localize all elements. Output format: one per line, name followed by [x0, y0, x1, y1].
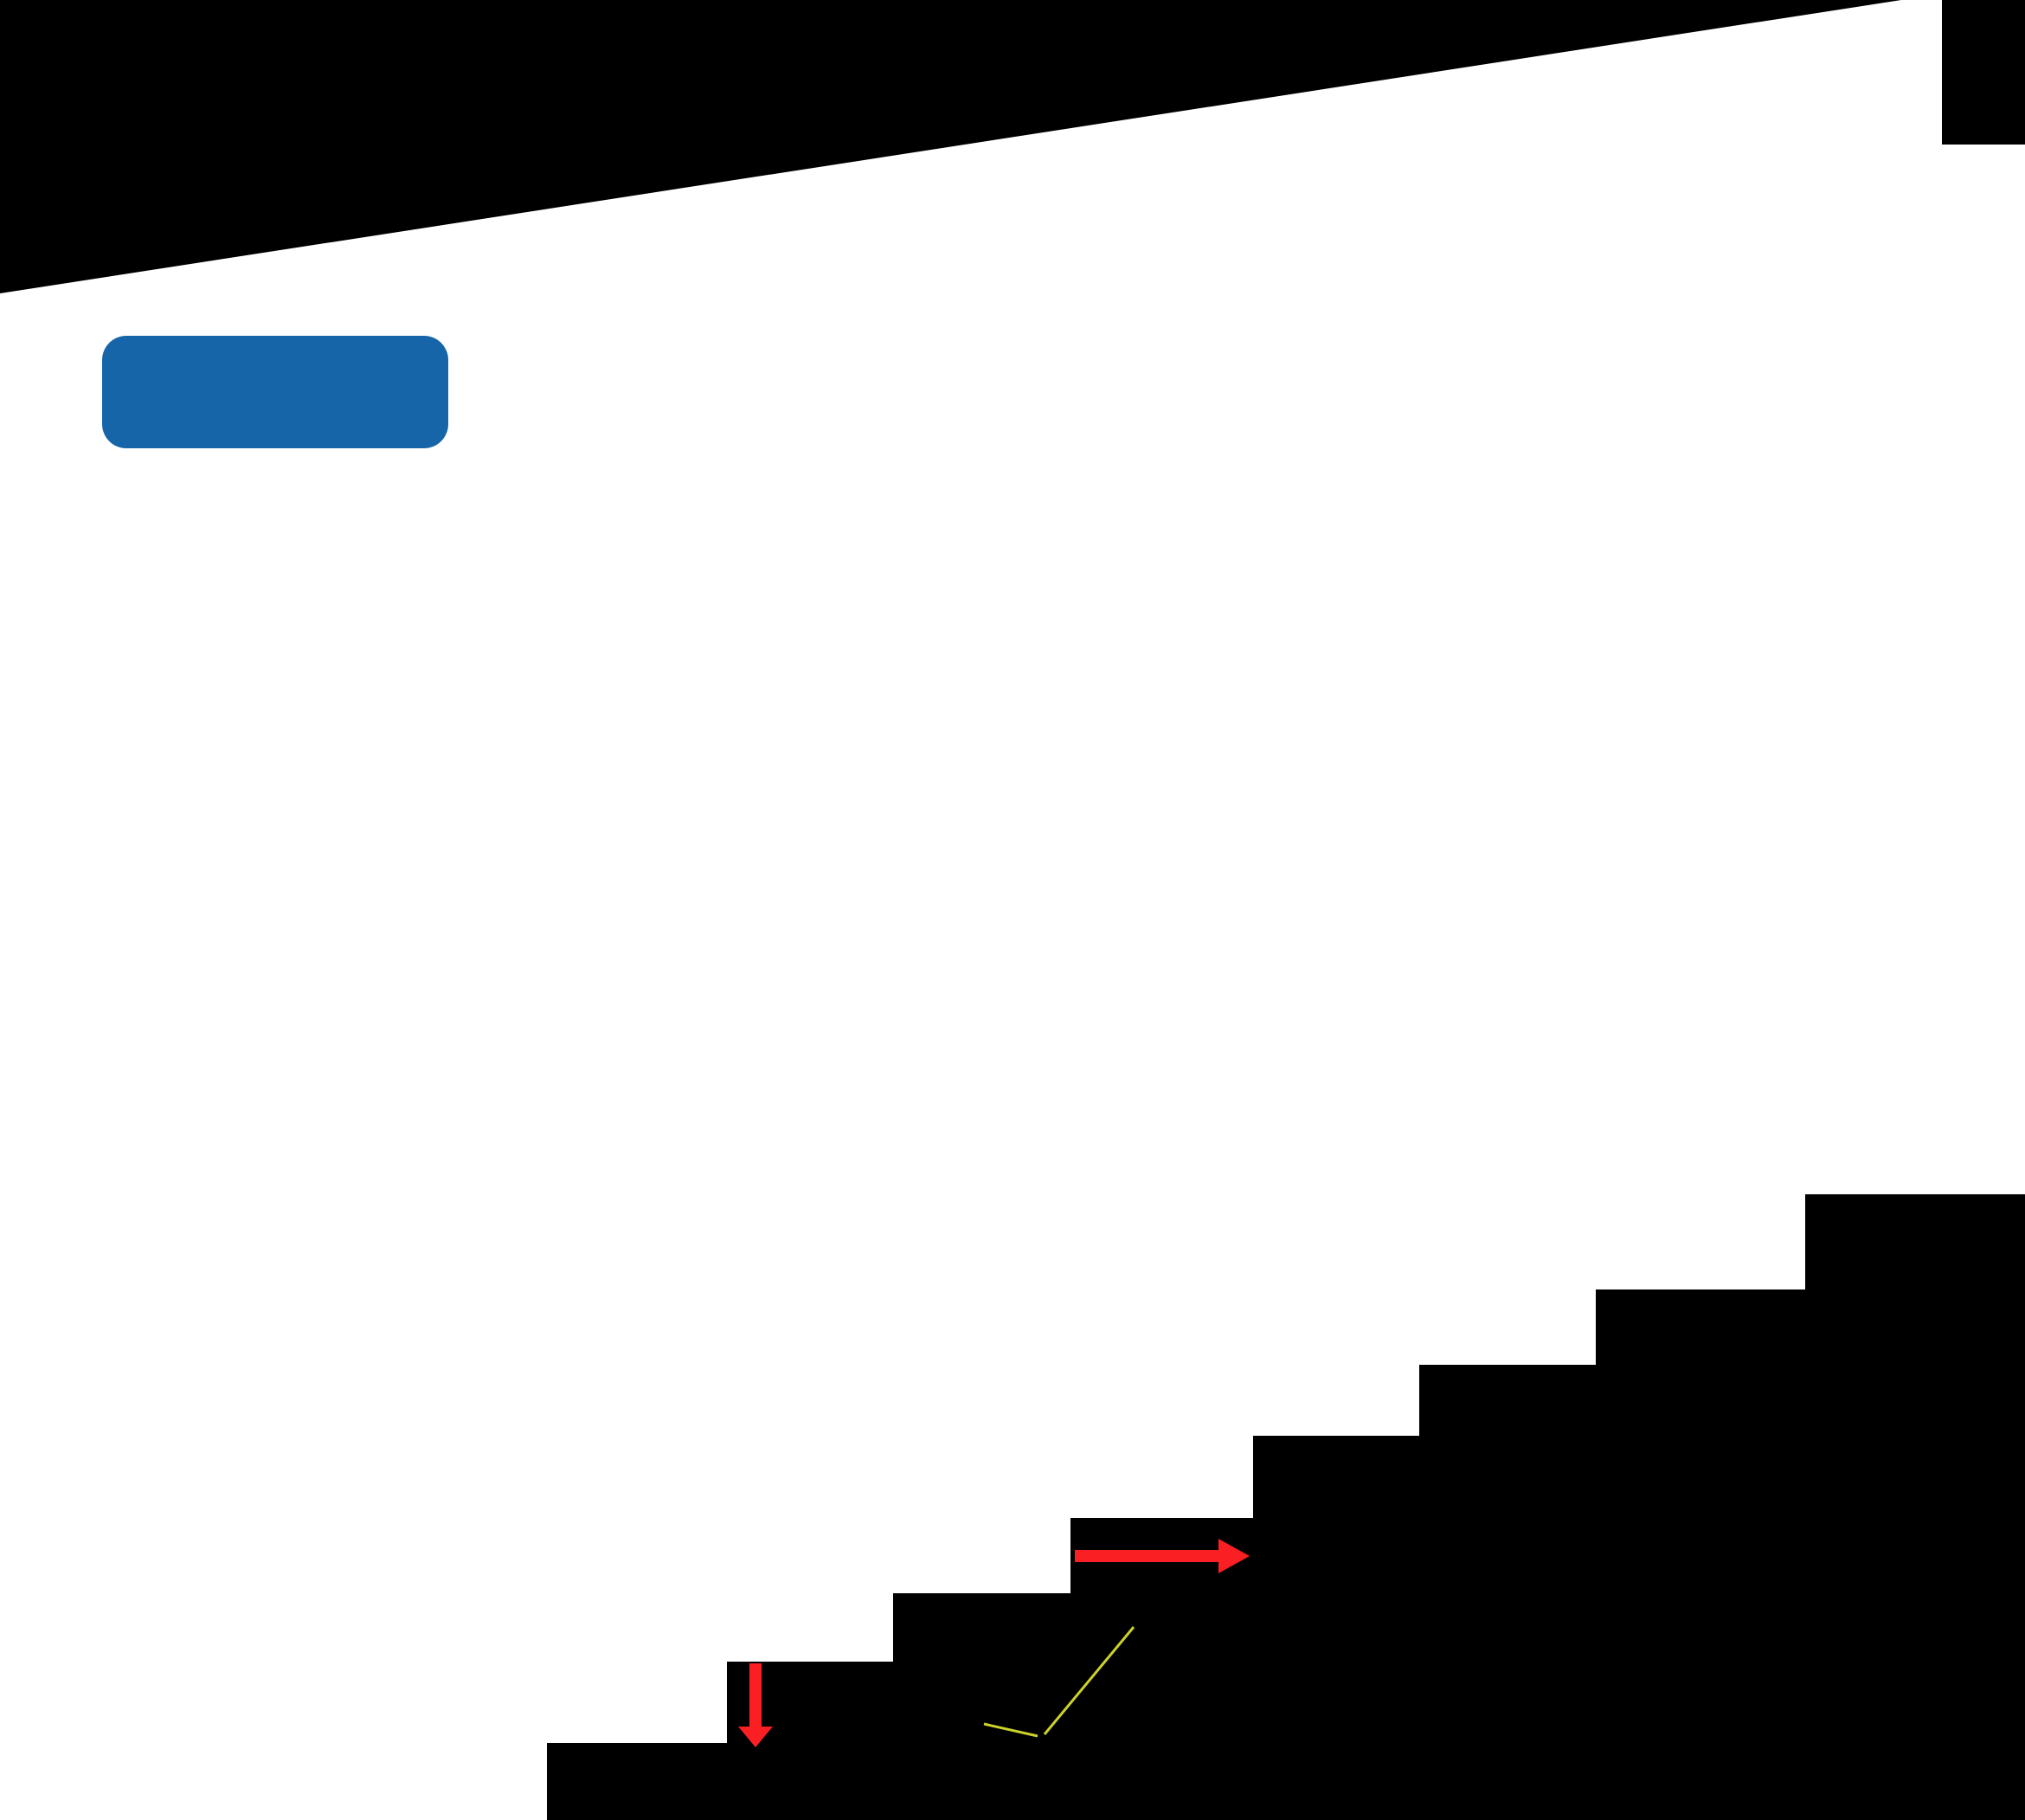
staircase — [547, 1194, 2025, 1820]
callout-line — [1043, 1626, 1135, 1735]
black-wedge — [0, 0, 1901, 293]
black-corner-block — [1942, 0, 2025, 145]
step-depth-arrow — [1075, 1539, 1250, 1573]
callout-line — [983, 1722, 1038, 1738]
step-height-arrow — [738, 1663, 773, 1747]
